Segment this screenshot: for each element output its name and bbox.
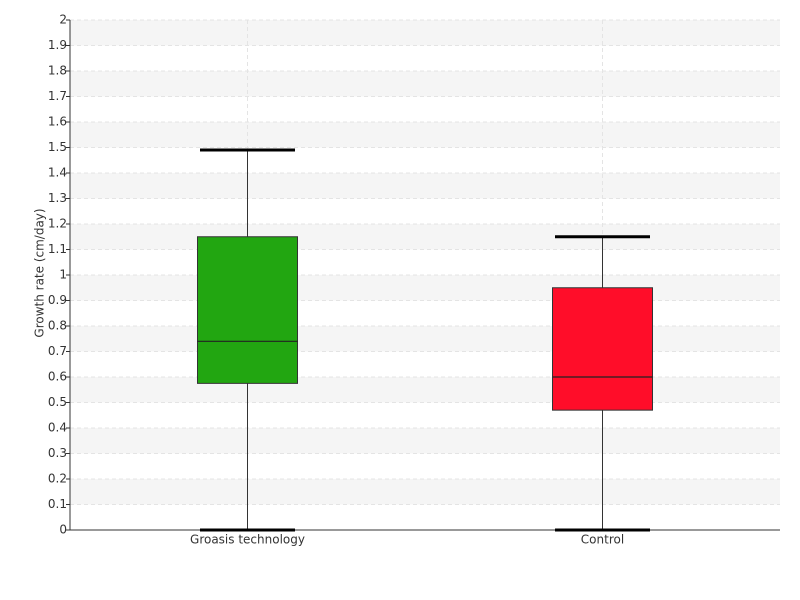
grid-band [70, 173, 780, 199]
grid-band [70, 71, 780, 97]
y-tick-label: 0.5 [48, 395, 67, 409]
y-tick-label: 1.7 [48, 89, 67, 103]
y-tick-label: 0.6 [48, 370, 67, 384]
box [552, 287, 653, 411]
y-tick-label: 1.4 [48, 166, 67, 180]
grid-band [70, 377, 780, 403]
y-tick-label: 1.5 [48, 140, 67, 154]
box [197, 236, 298, 384]
y-tick-label: 1.6 [48, 115, 67, 129]
x-tick-label: Control [581, 533, 624, 547]
y-tick-label: 1.2 [48, 217, 67, 231]
y-tick-label: 0.9 [48, 293, 67, 307]
y-tick-label: 0.4 [48, 421, 67, 435]
y-tick-label: 1.8 [48, 64, 67, 78]
y-tick-label: 0.2 [48, 472, 67, 486]
y-tick-label: 0.3 [48, 446, 67, 460]
y-tick-label: 0.1 [48, 497, 67, 511]
y-tick-label: 1 [59, 268, 67, 282]
grid-band [70, 428, 780, 454]
grid-band [70, 20, 780, 46]
grid-band [70, 224, 780, 250]
y-tick-label: 0.8 [48, 319, 67, 333]
grid-band [70, 122, 780, 148]
grid-band [70, 275, 780, 301]
grid-band [70, 479, 780, 505]
grid-band [70, 326, 780, 352]
x-tick-label: Groasis technology [190, 533, 305, 547]
y-tick-label: 0 [59, 523, 67, 537]
y-tick-label: 1.1 [48, 242, 67, 256]
y-axis-label: Growth rate (cm/day) [33, 208, 47, 337]
y-tick-label: 2 [59, 13, 67, 27]
y-tick-label: 1.9 [48, 38, 67, 52]
y-tick-label: 0.7 [48, 344, 67, 358]
y-tick-label: 1.3 [48, 191, 67, 205]
